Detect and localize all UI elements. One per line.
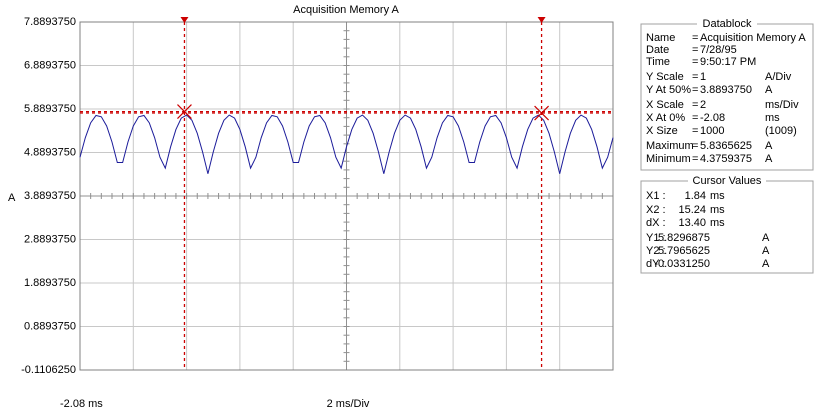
datablock-cell: X Scale [646, 99, 684, 111]
cursor-unit: ms [710, 190, 725, 202]
datablock-cell: = [692, 153, 698, 165]
datablock-cell: 9:50:17 PM [700, 56, 756, 68]
cursor-value: 5.7965625 [658, 245, 710, 257]
cursor-label: Y2 : [646, 245, 666, 257]
y-tick-label: 1.8893750 [24, 277, 76, 289]
datablock-cell: Name [646, 32, 675, 44]
cursor-label: dY : [646, 258, 665, 270]
datablock-cell: 7/28/95 [700, 44, 737, 56]
datablock-cell: A [765, 140, 773, 152]
cursor-flag [180, 17, 189, 23]
datablock-cell: 3.8893750 [700, 84, 752, 96]
y-tick-label: 2.8893750 [24, 233, 76, 245]
datablock-cell: Acquisition Memory A [700, 32, 806, 44]
cursor-cross [534, 105, 550, 121]
datablock-cell: 1 [700, 71, 706, 83]
cursor-unit: ms [710, 204, 725, 216]
datablock-cell: -2.08 [700, 112, 725, 124]
datablock-cell: Y Scale [646, 71, 684, 83]
y-axis-label: A [8, 192, 16, 204]
cursor-label: X2 : [646, 204, 666, 216]
plot-frame [79, 21, 614, 371]
cursor-unit: A [762, 232, 770, 244]
x-start-label: -2.08 ms [60, 398, 103, 410]
cursor-label: dX : [646, 217, 666, 229]
datablock-cell: = [692, 140, 698, 152]
x-scale-label: 2 ms/Div [327, 398, 370, 410]
datablock-cell: = [692, 32, 698, 44]
datablock-cell: 5.8365625 [700, 140, 752, 152]
datablock-cell: X At 0% [646, 112, 685, 124]
datablock-cell: 4.3759375 [700, 153, 752, 165]
datablock-cell: A/Div [765, 71, 792, 83]
panel-title: Cursor Values [693, 175, 762, 187]
datablock-cell: = [692, 84, 698, 96]
panel-title: Datablock [703, 18, 752, 30]
y-tick-label: 7.8893750 [24, 16, 76, 28]
datablock-cell: A [765, 153, 773, 165]
y-tick-label: -0.1106250 [21, 364, 76, 376]
datablock-cell: X Size [646, 125, 678, 137]
datablock-cell: Time [646, 56, 670, 68]
datablock-cell: Maximum [646, 140, 694, 152]
cursor-value: 15.24 [678, 204, 706, 216]
datablock-cell: ms/Div [765, 99, 799, 111]
cursor-cross [177, 104, 192, 120]
datablock-cell: Minimum [646, 153, 691, 165]
datablock-cell: = [692, 99, 698, 111]
cursor-unit: ms [710, 217, 725, 229]
cursor-unit: A [762, 245, 770, 257]
cursor-value: 13.40 [678, 217, 706, 229]
cursor-label: Y1 : [646, 232, 666, 244]
datablock-cell: Y At 50% [646, 84, 691, 96]
y-tick-label: 0.8893750 [24, 320, 76, 332]
y-tick-label: 4.8893750 [24, 146, 76, 158]
datablock-cell: = [692, 56, 698, 68]
chart-title: Acquisition Memory A [293, 4, 399, 16]
panel-title-bg [697, 18, 757, 30]
datablock-cell: (1009) [765, 125, 797, 137]
cursor-unit: A [762, 258, 770, 270]
waveform [79, 114, 614, 174]
datablock-cell: = [692, 44, 698, 56]
cursor-value: -0.0331250 [654, 258, 710, 270]
datablock-cell: Date [646, 44, 669, 56]
datablock-cell: = [692, 125, 698, 137]
datablock-cell: ms [765, 112, 780, 124]
datablock-cell: 1000 [700, 125, 724, 137]
panel-title-bg [688, 175, 766, 187]
datablock-cell: A [765, 84, 773, 96]
y-tick-label: 3.8893750 [24, 190, 76, 202]
datablock-cell: = [692, 71, 698, 83]
y-tick-label: 6.8893750 [24, 59, 76, 71]
cursor-flag [537, 17, 546, 23]
cursor-value: 1.84 [685, 190, 706, 202]
cursor-label: X1 : [646, 190, 666, 202]
datablock-cell: = [692, 112, 698, 124]
datablock-cell: 2 [700, 99, 706, 111]
cursor-value: 5.8296875 [658, 232, 710, 244]
y-tick-label: 5.8893750 [24, 103, 76, 115]
